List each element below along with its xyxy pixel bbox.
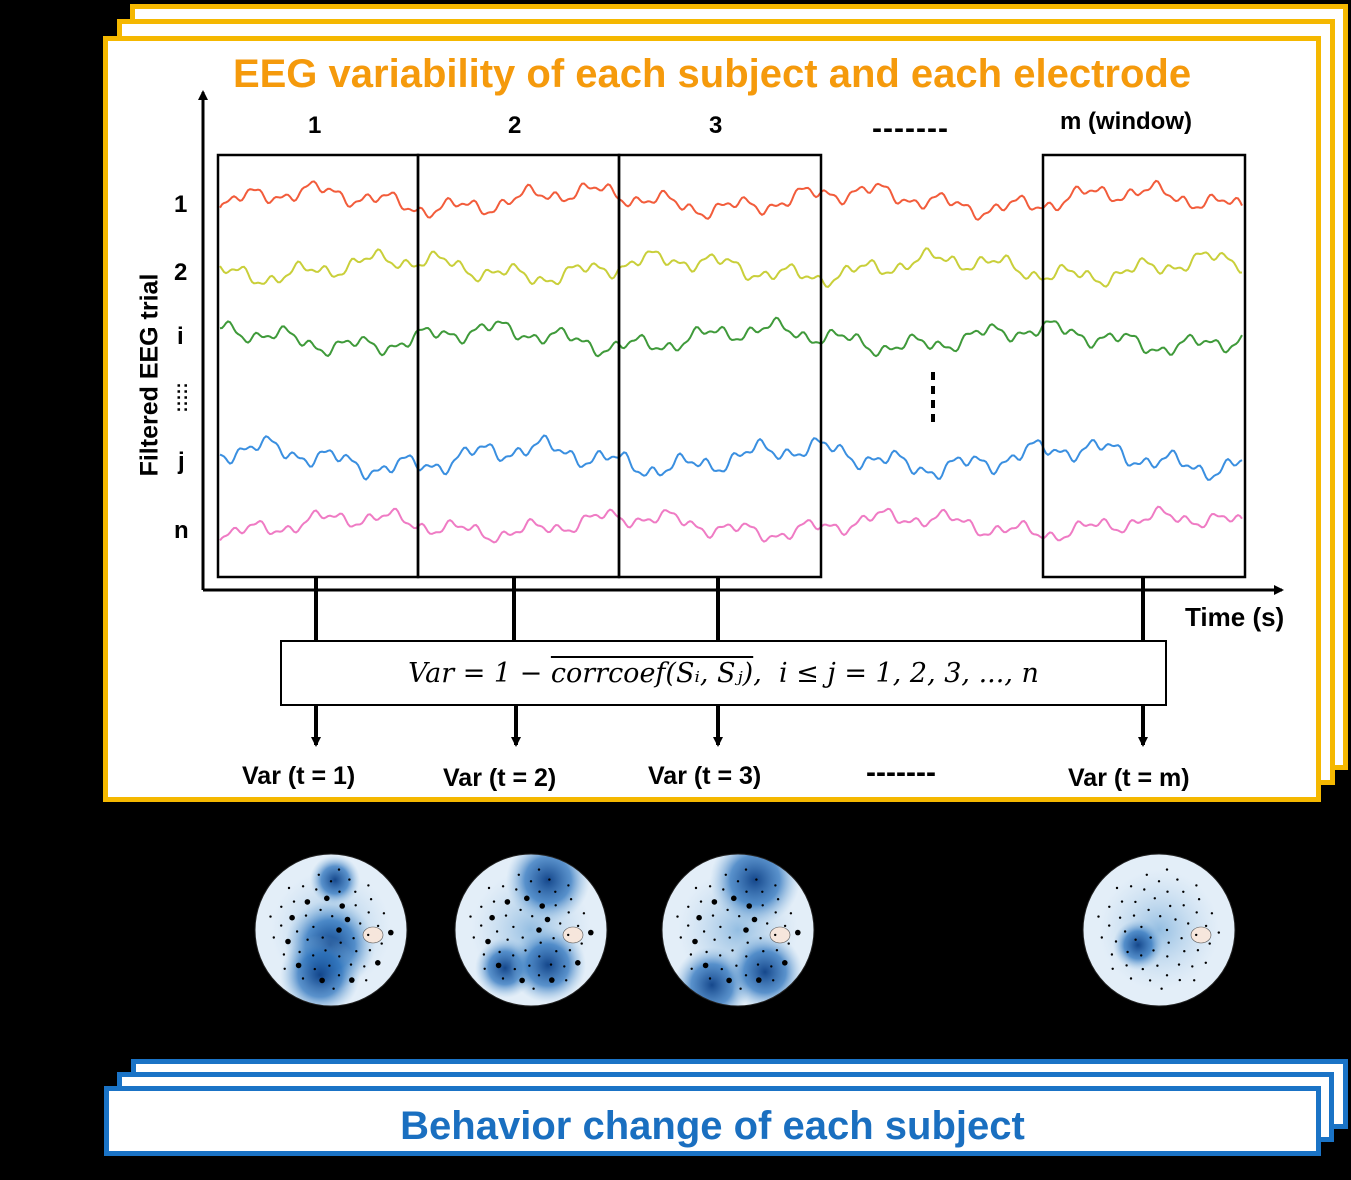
topomap-t2 xyxy=(454,853,608,1007)
var-label-m: Var (t = m) xyxy=(1068,764,1190,792)
eeg-traces xyxy=(219,179,1243,544)
topomap-tm xyxy=(1082,853,1236,1007)
trace-j xyxy=(219,434,1243,481)
bottom-title: Behavior change of each subject xyxy=(400,1104,1025,1148)
trace-1 xyxy=(219,179,1243,221)
trial-label-i: i xyxy=(177,323,184,350)
topomap-t1 xyxy=(254,853,408,1007)
trial-label-j: j xyxy=(178,448,185,475)
trial-label-2: 2 xyxy=(174,259,188,286)
variability-formula: Var = 1 − corrcoef(Sᵢ, Sⱼ) , i ≤ j = 1, … xyxy=(280,640,1167,706)
blue-frame-front xyxy=(104,1086,1321,1156)
window-label-3: 3 xyxy=(709,112,723,139)
trial-label-ellipsis: ::::: xyxy=(173,382,194,413)
formula-lhs: Var = 1 − xyxy=(408,657,551,689)
formula-overlined: corrcoef(Sᵢ, Sⱼ) xyxy=(550,657,754,689)
window-label-1: 1 xyxy=(308,112,322,139)
var-label-3: Var (t = 3) xyxy=(648,762,762,790)
formula-rhs: , i ≤ j = 1, 2, 3, ..., n xyxy=(753,657,1039,689)
x-axis-label: Time (s) xyxy=(1185,602,1285,632)
trace-2 xyxy=(219,247,1243,288)
var-label-1: Var (t = 1) xyxy=(242,762,356,790)
trace-n xyxy=(219,505,1243,544)
trace-i xyxy=(219,316,1243,358)
trial-label-n: n xyxy=(174,517,189,544)
main-title: EEG variability of each subject and each… xyxy=(232,52,1192,96)
window-label-m: m (window) xyxy=(1060,108,1192,135)
trial-label-1: 1 xyxy=(174,191,188,218)
window-label-ellipsis: ------- xyxy=(872,112,949,145)
window-box-2 xyxy=(416,153,621,579)
window-label-2: 2 xyxy=(508,112,522,139)
window-box-3 xyxy=(617,153,823,579)
var-label-ellipsis: ------- xyxy=(866,756,936,789)
var-label-2: Var (t = 2) xyxy=(443,764,557,792)
topomap-t3 xyxy=(661,853,815,1007)
y-axis-label: Filtered EEG trial xyxy=(135,273,164,477)
